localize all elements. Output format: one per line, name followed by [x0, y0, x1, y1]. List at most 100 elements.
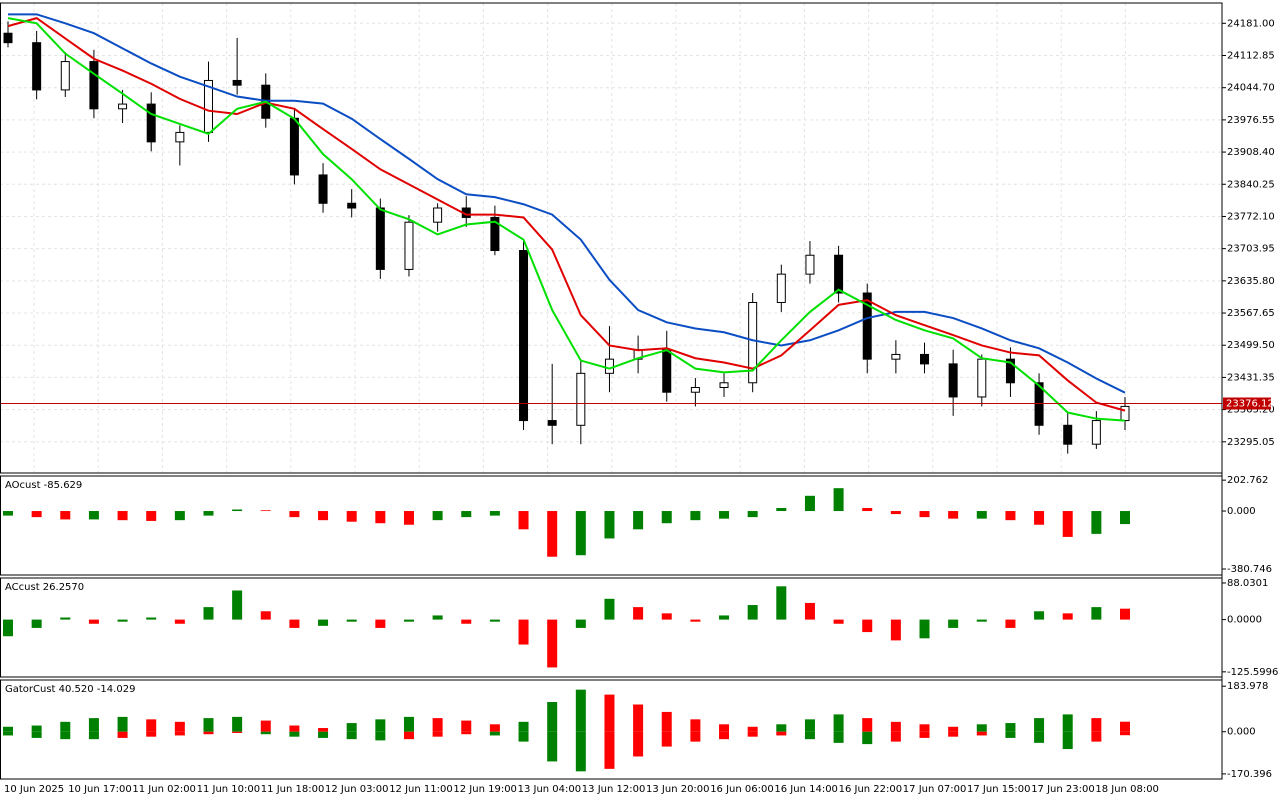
histogram-bar — [174, 511, 185, 521]
histogram-bar — [575, 619, 586, 628]
gator-bar — [862, 718, 873, 732]
y-tick-label: 23295.05 — [1227, 437, 1275, 448]
gator-bar — [575, 689, 586, 732]
histogram-bar — [146, 617, 157, 620]
indicator-line — [7, 17, 1126, 422]
time-label: 13 Jun 20:00 — [646, 784, 710, 795]
gator-bar — [747, 731, 758, 737]
gator-bar — [289, 731, 300, 737]
gator-bar — [31, 725, 42, 732]
histogram-bar — [260, 611, 271, 620]
candle-body — [1063, 424, 1073, 445]
histogram-bar — [1091, 607, 1102, 620]
gator-bar — [260, 720, 271, 732]
time-label: 16 Jun 06:00 — [710, 784, 774, 795]
time-label: 17 Jun 15:00 — [967, 784, 1031, 795]
time-label: 12 Jun 11:00 — [389, 784, 453, 795]
histogram-bar — [976, 619, 987, 622]
histogram-bar — [690, 619, 701, 622]
candle-body — [89, 61, 99, 110]
gator-bar — [346, 723, 357, 732]
histogram-bar — [633, 607, 644, 620]
histogram-bar — [3, 619, 13, 637]
time-label: 11 Jun 18:00 — [261, 784, 325, 795]
histogram-bar — [117, 619, 128, 622]
gator-bar — [604, 731, 615, 769]
gator-bar — [1034, 731, 1045, 743]
histogram-bar — [776, 507, 787, 512]
gator-bar — [890, 731, 901, 742]
histogram-bar — [203, 511, 214, 516]
histogram-bar — [1005, 511, 1016, 521]
histogram-bar — [890, 619, 901, 641]
histogram-bar — [719, 615, 730, 620]
y-tick-label: 24112.85 — [1227, 51, 1275, 62]
candle-body — [375, 207, 385, 270]
gator-bar — [489, 724, 500, 732]
last-price-box — [1223, 397, 1271, 410]
time-label: 10 Jun 17:00 — [68, 784, 132, 795]
histogram-bar — [862, 507, 873, 512]
gator-bar — [890, 721, 901, 732]
histogram-bar — [1091, 511, 1102, 534]
candle-body — [433, 207, 443, 223]
y-tick-label: 202.762 — [1227, 475, 1268, 486]
histogram-bar — [60, 617, 71, 620]
candle-body — [146, 103, 156, 143]
time-label: 16 Jun 22:00 — [839, 784, 903, 795]
candle-body — [1120, 405, 1130, 422]
histogram-bar — [833, 488, 844, 512]
y-tick-label: 23635.80 — [1227, 276, 1275, 287]
histogram-bar — [31, 619, 42, 628]
histogram-bar — [604, 598, 615, 620]
gator-bar — [719, 724, 730, 732]
candle-body — [519, 250, 529, 422]
candle-body — [118, 103, 128, 110]
histogram-bar — [203, 607, 214, 620]
gator-bar — [260, 731, 271, 735]
gator-bar — [1005, 723, 1016, 732]
histogram-bar — [232, 509, 243, 512]
gator-bar — [461, 720, 472, 732]
histogram-bar — [719, 511, 730, 519]
histogram-bar — [1062, 511, 1073, 537]
gator-bar — [976, 724, 987, 732]
histogram-bar — [174, 619, 185, 624]
histogram-bar — [31, 511, 42, 518]
histogram-bar — [747, 511, 758, 518]
y-tick-label: 23976.55 — [1227, 115, 1275, 126]
gator-bar — [318, 728, 329, 732]
gator-bar — [432, 718, 443, 732]
gator-bar — [232, 716, 243, 732]
y-tick-label: 183.978 — [1227, 681, 1268, 692]
panel-frame — [0, 577, 1223, 678]
histogram-bar — [518, 619, 529, 645]
gator-bar — [690, 731, 701, 742]
candle-body — [1034, 382, 1044, 426]
time-label: 13 Jun 12:00 — [582, 784, 646, 795]
y-tick-label: 23567.65 — [1227, 308, 1275, 319]
gator-bar — [776, 731, 787, 736]
gator-bar — [776, 724, 787, 732]
histogram-bar — [232, 590, 243, 620]
gator-bar — [948, 731, 959, 737]
gator-bar — [375, 731, 386, 741]
y-tick-label: 24044.70 — [1227, 83, 1275, 94]
candle-body — [404, 221, 414, 270]
gator-bar — [747, 726, 758, 732]
histogram-bar — [890, 511, 901, 515]
histogram-bar — [633, 511, 644, 530]
y-tick-label: 88.0301 — [1227, 578, 1268, 589]
candle-body — [1005, 358, 1015, 384]
histogram-bar — [1034, 511, 1045, 525]
candle-body — [719, 382, 729, 389]
histogram-bar — [747, 605, 758, 620]
gator-bar — [919, 724, 930, 732]
gator-bar — [976, 731, 987, 736]
histogram-bar — [1120, 608, 1130, 620]
gator-bar — [117, 716, 128, 732]
candle-body — [920, 353, 930, 365]
y-tick-label: 0.000 — [1227, 727, 1256, 738]
gator-bar — [88, 731, 99, 740]
